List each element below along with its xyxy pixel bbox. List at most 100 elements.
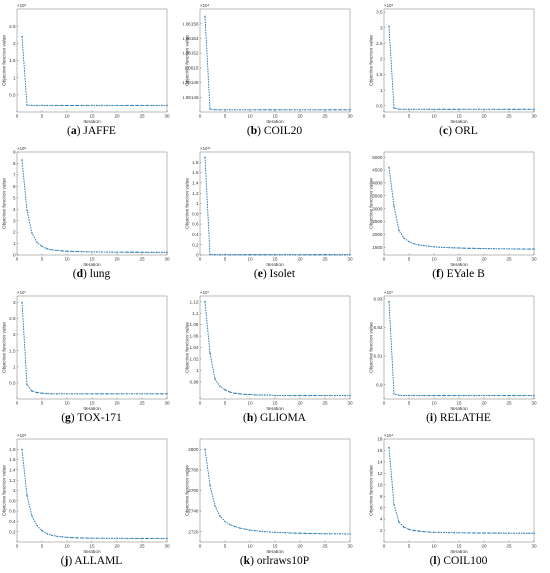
x-tick-label: 0: [199, 544, 202, 549]
y-tick-label: 1500: [372, 245, 383, 250]
chart-panel-b: 0 5 10 15 20 25 30 1.06146 1.06148 1.0615 1.06152 1…: [183, 0, 366, 143]
chart-panel-h: 0 5 10 15 20 25 30 0.98 1 1.02 1.04 1.06 1.08 1.1 1.12…: [183, 287, 366, 430]
data-point: [433, 246, 435, 248]
y-tick-label: 1.6: [9, 457, 16, 462]
data-point: [71, 536, 73, 539]
data-point: [204, 301, 206, 303]
data-point: [166, 251, 168, 254]
data-point: [393, 205, 395, 207]
data-point: [458, 394, 460, 397]
y-tick-label: 1.02: [190, 357, 199, 362]
data-point: [483, 247, 485, 250]
chart-panel-j: 0 5 10 15 20 25 30 0.2 0.4 0.6 0.8 1 1.2 1.4 1.6 1.8 ×10…: [0, 430, 183, 573]
data-point: [403, 526, 405, 528]
data-point: [523, 532, 525, 534]
data-point: [334, 254, 336, 256]
x-tick-label: 5: [41, 544, 44, 549]
x-tick-label: 5: [408, 401, 411, 406]
data-point: [26, 209, 28, 212]
x-tick-label: 0: [199, 401, 202, 406]
x-tick-label: 25: [139, 544, 145, 549]
data-point: [269, 394, 271, 396]
data-point: [448, 531, 450, 534]
chart-svg-a: 0 5 10 15 20 25 30 0.5 1 1.5 2 2.5 ×10⁶ Iteration Obje…: [2, 3, 170, 125]
data-point: [106, 393, 108, 395]
data-point: [473, 247, 475, 250]
data-point: [274, 531, 276, 534]
y-tick-label: 1: [13, 488, 16, 493]
data-point: [443, 108, 445, 111]
x-tick-label: 25: [506, 544, 512, 549]
data-point: [393, 504, 395, 506]
data-point: [21, 448, 23, 450]
chart-svg-g: 0 5 10 15 20 25 30 0.5 1 1.5 2 2.5 3×10⁷ Iteration Obj…: [2, 290, 170, 412]
caption-letter: f: [436, 268, 440, 280]
x-tick-label: 30: [347, 257, 353, 262]
data-point: [214, 505, 216, 507]
data-point: [86, 251, 88, 253]
y-tick-label: 8: [13, 161, 16, 166]
data-point: [443, 531, 445, 534]
x-tick-label: 10: [64, 114, 70, 119]
x-tick-label: 30: [531, 114, 537, 119]
data-point: [151, 393, 153, 395]
chart-panel-k: 0 5 10 15 20 25 30 2720 2740 2760 2780 2800 Iteratio…: [183, 430, 366, 573]
series-line: [204, 16, 350, 111]
x-tick-label: 30: [164, 257, 170, 262]
data-point: [498, 394, 500, 397]
y-tick-label: 1: [380, 88, 383, 93]
chart-caption: (a) JAFFE: [67, 125, 116, 137]
x-tick-label: 20: [481, 544, 487, 549]
y-axis-label: Objective function value: [185, 35, 191, 86]
data-point: [329, 533, 331, 535]
data-point: [269, 531, 271, 533]
y-tick-label: 1.2: [192, 191, 199, 196]
data-point: [106, 251, 108, 253]
x-tick-label: 30: [347, 401, 353, 406]
data-point: [533, 108, 535, 111]
data-point: [448, 246, 450, 249]
y-tick-label: 2500: [372, 219, 383, 224]
series-line: [388, 447, 534, 534]
caption-dataset-name: orlraws10P: [256, 555, 310, 567]
data-point: [136, 251, 138, 253]
data-point: [166, 393, 168, 395]
data-point: [141, 393, 143, 395]
chart-caption: (d) lung: [72, 268, 111, 280]
data-point: [249, 393, 251, 396]
data-point: [279, 109, 281, 111]
data-point: [309, 109, 311, 111]
x-axis-label: Iteration: [450, 549, 468, 555]
y-tick-label: 3.5: [376, 10, 383, 15]
series-line: [21, 36, 167, 106]
data-point: [61, 250, 63, 252]
y-tick-label: 0.4: [9, 519, 16, 524]
data-point: [508, 248, 510, 250]
data-point: [131, 104, 133, 107]
caption-dataset-name: TOX-171: [77, 412, 122, 424]
chart-caption: (i) RELATHE: [426, 412, 491, 424]
y-tick-label: 1.5: [9, 58, 16, 63]
data-point: [418, 394, 420, 397]
data-point: [528, 248, 530, 250]
x-tick-label: 5: [224, 544, 227, 549]
data-point: [244, 528, 246, 530]
data-point: [279, 394, 281, 397]
data-point: [146, 251, 148, 254]
y-multiplier-label: ×10⁶: [17, 3, 26, 8]
data-point: [418, 108, 420, 111]
data-point: [161, 251, 163, 254]
y-tick-label: 6.93: [374, 296, 383, 301]
series-line: [21, 302, 167, 395]
y-tick-label: 2.5: [9, 24, 16, 29]
data-point: [81, 393, 83, 395]
data-point: [249, 254, 251, 256]
y-axis-label: Objective function value: [2, 465, 8, 516]
y-tick-label: 4: [380, 517, 383, 522]
data-point: [141, 537, 143, 540]
data-point: [91, 537, 93, 539]
data-point: [239, 393, 241, 395]
plot-frame: [199, 438, 351, 543]
data-point: [403, 394, 405, 397]
data-point: [513, 532, 515, 534]
